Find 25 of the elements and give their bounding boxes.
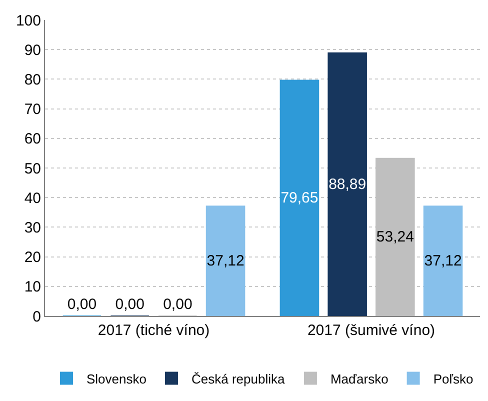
data-label: 37,12 [424, 252, 462, 270]
y-tick-label: 70 [24, 101, 41, 118]
y-tick-label: 30 [24, 219, 41, 236]
y-tick-label: 60 [24, 130, 41, 148]
y-tick-label: 100 [16, 12, 41, 30]
data-label: 0,00 [163, 296, 192, 313]
x-tick-label: 2017 (šumivé víno) [307, 322, 436, 339]
data-label: 88,89 [328, 176, 366, 193]
data-label: 0,00 [115, 296, 144, 313]
y-tick-label: 10 [24, 278, 41, 296]
legend-label: Česká republika [191, 371, 286, 386]
legend-label: Poľsko [433, 371, 474, 386]
data-label: 37,12 [206, 252, 244, 270]
y-tick-label: 80 [24, 71, 41, 88]
data-label: 0,00 [67, 296, 97, 313]
data-label: 53,24 [376, 228, 414, 246]
y-tick-label: 90 [24, 42, 41, 59]
data-label: 79,65 [280, 190, 318, 207]
y-tick-label: 40 [24, 190, 41, 207]
y-tick-label: 50 [24, 160, 41, 178]
y-tick-label: 20 [24, 249, 41, 266]
x-tick-label: 2017 (tiché víno) [98, 322, 210, 339]
legend-label: Slovensko [86, 371, 146, 386]
legend-label: Maďarsko [330, 371, 388, 386]
y-tick-label: 0 [32, 308, 41, 326]
